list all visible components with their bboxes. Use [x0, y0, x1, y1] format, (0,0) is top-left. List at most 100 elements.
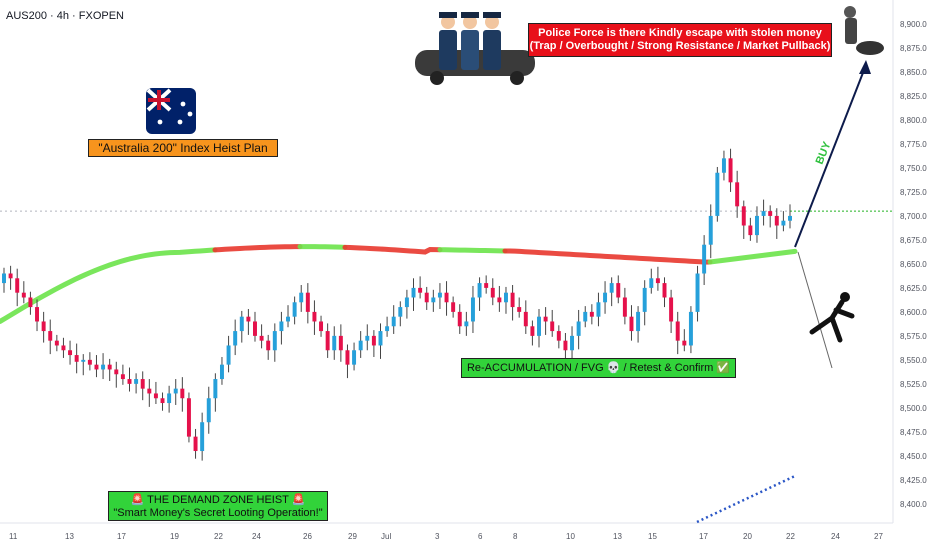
y-tick-label: 8,800.0 — [900, 116, 927, 125]
candle-body — [8, 273, 13, 279]
candle-body — [391, 316, 396, 327]
candle-body — [735, 182, 740, 207]
police-officer-head — [485, 15, 499, 29]
candle-body — [570, 335, 575, 351]
x-tick-label: 6 — [478, 532, 483, 541]
candle-body — [219, 364, 224, 380]
candle-body — [517, 307, 522, 312]
y-tick-label: 8,625.0 — [900, 284, 927, 293]
candle-body — [688, 311, 693, 346]
candle-body — [437, 292, 442, 298]
candle-body — [504, 292, 508, 303]
flag-star-icon — [157, 119, 163, 125]
candle-body — [781, 220, 786, 226]
thief-head-icon — [844, 6, 856, 18]
candle-body — [173, 388, 178, 394]
x-tick-label: 22 — [786, 532, 795, 541]
projection-line — [696, 474, 796, 524]
police-car-wheel — [510, 71, 524, 85]
candle-body — [629, 316, 634, 332]
x-tick-label: 10 — [566, 532, 575, 541]
candle-body — [325, 331, 330, 351]
candle-body — [167, 393, 172, 404]
candle-body — [292, 302, 297, 317]
moving-average-segment — [0, 247, 218, 324]
police-warning-box: Police Force is there Kindly escape with… — [528, 23, 832, 57]
candle-body — [675, 321, 680, 341]
candle-body — [239, 316, 244, 332]
demand-zone-line1: 🚨 THE DEMAND ZONE HEIST 🚨 — [130, 494, 306, 506]
y-tick-label: 8,875.0 — [900, 44, 927, 53]
candle-body — [114, 369, 119, 375]
police-officer-hat — [483, 12, 501, 18]
candle-body — [649, 278, 654, 288]
candle-body — [728, 158, 733, 183]
candle-body — [457, 311, 462, 327]
y-tick-label: 8,850.0 — [900, 68, 927, 77]
x-tick-label: Jul — [381, 532, 391, 541]
demand-zone-box: 🚨 THE DEMAND ZONE HEIST 🚨 "Smart Money's… — [108, 491, 328, 521]
candle-body — [312, 311, 317, 322]
x-tick-label: 17 — [117, 532, 126, 541]
buy-arrow-head — [859, 60, 871, 74]
candle-body — [233, 331, 238, 346]
candle-body — [754, 215, 759, 236]
candle-body — [246, 316, 251, 322]
y-tick-label: 8,550.0 — [900, 356, 927, 365]
candle-body — [226, 345, 231, 365]
candle-body — [477, 283, 482, 298]
police-warning-line2: (Trap / Overbought / Strong Resistance /… — [529, 40, 831, 52]
candle-body — [589, 311, 594, 317]
candle-body — [708, 215, 713, 245]
y-tick-label: 8,725.0 — [900, 188, 927, 197]
candle-body — [15, 278, 20, 293]
candle-body — [788, 215, 792, 221]
candle-body — [153, 393, 158, 399]
demand-zone-line2: "Smart Money's Secret Looting Operation!… — [113, 507, 323, 519]
police-warning-line1: Police Force is there Kindly escape with… — [538, 27, 822, 39]
y-tick-label: 8,425.0 — [900, 476, 927, 485]
candle-body — [299, 292, 304, 303]
candle-body — [358, 340, 363, 351]
candle-body — [583, 311, 588, 322]
y-tick-label: 8,450.0 — [900, 452, 927, 461]
money-bag-icon — [856, 41, 884, 55]
candle-body — [107, 364, 112, 370]
y-tick-label: 8,475.0 — [900, 428, 927, 437]
candle-body — [616, 283, 621, 298]
moving-average-segment — [342, 244, 443, 255]
ticker-label: AUS200 · 4h · FXOPEN — [6, 10, 124, 22]
candle-body — [206, 398, 211, 423]
candle-body — [319, 321, 324, 332]
x-tick-label: 11 — [9, 532, 18, 541]
candle-body — [213, 379, 218, 399]
candle-body — [259, 335, 264, 341]
candle-body — [774, 215, 779, 226]
candle-body — [543, 316, 548, 322]
escape-rope — [797, 251, 833, 369]
candle-body — [352, 350, 357, 365]
police-officer-hat — [439, 12, 457, 18]
candle-body — [497, 297, 502, 303]
candle-body — [186, 398, 191, 437]
candle-body — [603, 292, 608, 303]
police-car-wheel — [430, 71, 444, 85]
x-tick-label: 17 — [699, 532, 708, 541]
candle-body — [286, 316, 290, 322]
moving-average-segment — [437, 247, 508, 254]
police-officer-body — [483, 30, 501, 70]
candle-body — [68, 350, 73, 356]
x-tick-label: 24 — [252, 532, 261, 541]
candle-body — [266, 340, 271, 351]
candle-body — [147, 388, 152, 394]
candle-body — [272, 331, 277, 351]
y-tick-label: 8,600.0 — [900, 308, 927, 317]
thief-body-icon — [845, 18, 857, 44]
police-officer-head — [441, 15, 455, 29]
buy-arrow — [794, 64, 867, 248]
candle-body — [510, 292, 515, 308]
candle-body — [636, 311, 641, 332]
candle-body — [338, 335, 343, 351]
